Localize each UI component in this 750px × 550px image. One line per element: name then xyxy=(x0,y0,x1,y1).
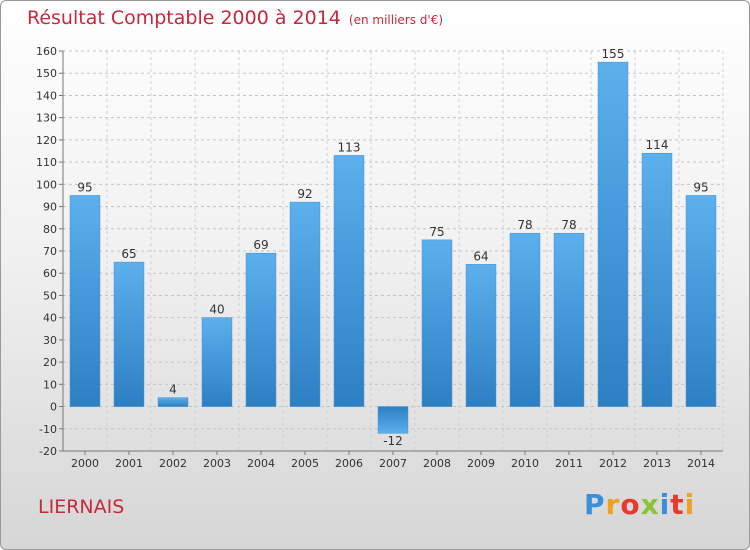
y-tick-label: 20 xyxy=(43,356,57,369)
logo-letter: i xyxy=(659,488,671,521)
y-tick-label: 70 xyxy=(43,245,57,258)
bar xyxy=(201,317,233,407)
x-tick-label: 2014 xyxy=(687,457,715,470)
bar-value-label: 95 xyxy=(693,180,708,194)
bar-value-label: 40 xyxy=(209,303,224,317)
y-tick-label: 50 xyxy=(43,289,57,302)
chart-title: Résultat Comptable 2000 à 2014 xyxy=(27,7,341,29)
bar xyxy=(157,397,189,407)
bar xyxy=(685,195,717,407)
bar-value-label: 78 xyxy=(561,218,576,232)
x-tick-label: 2009 xyxy=(467,457,495,470)
bar-value-label: 75 xyxy=(429,225,444,239)
x-tick-label: 2011 xyxy=(555,457,583,470)
bar-value-label: 95 xyxy=(77,180,92,194)
x-tick-label: 2000 xyxy=(71,457,99,470)
bar xyxy=(245,252,277,407)
x-tick-label: 2005 xyxy=(291,457,319,470)
bar xyxy=(421,239,453,407)
y-tick-label: 40 xyxy=(43,312,57,325)
proxiti-logo[interactable]: Proxiti xyxy=(584,488,695,521)
y-tick-label: 10 xyxy=(43,378,57,391)
logo-letter: o xyxy=(620,488,641,521)
x-tick-label: 2012 xyxy=(599,457,627,470)
x-tick-label: 2002 xyxy=(159,457,187,470)
chart-unit: (en milliers d'€) xyxy=(348,13,444,27)
y-tick-label: 160 xyxy=(36,45,57,58)
y-tick-label: 100 xyxy=(36,178,57,191)
x-tick-label: 2007 xyxy=(379,457,407,470)
bar xyxy=(113,261,145,407)
y-tick-label: -10 xyxy=(39,423,57,436)
x-tick-label: 2010 xyxy=(511,457,539,470)
bar xyxy=(465,264,497,407)
x-tick-label: 2008 xyxy=(423,457,451,470)
y-tick-label: 0 xyxy=(50,401,57,414)
bar-value-label: 78 xyxy=(517,218,532,232)
bar-value-label: 114 xyxy=(646,138,669,152)
y-tick-label: 30 xyxy=(43,334,57,347)
y-tick-label: 140 xyxy=(36,89,57,102)
logo-letter: x xyxy=(640,488,660,521)
bar-value-label: 155 xyxy=(602,47,625,61)
bar xyxy=(377,406,409,434)
bar xyxy=(69,195,101,407)
bar-value-label: 69 xyxy=(253,238,268,252)
bar xyxy=(553,232,585,407)
y-tick-label: 90 xyxy=(43,201,57,214)
bar-value-label: 65 xyxy=(121,247,136,261)
y-tick-label: 130 xyxy=(36,112,57,125)
x-tick-label: 2013 xyxy=(643,457,671,470)
bar xyxy=(289,201,321,407)
bar-value-label: 113 xyxy=(338,140,361,154)
bar xyxy=(333,155,365,407)
y-tick-label: -20 xyxy=(39,445,57,458)
x-tick-label: 2001 xyxy=(115,457,143,470)
bar-value-label: 4 xyxy=(169,383,177,397)
bar-value-label: 92 xyxy=(297,187,312,201)
y-tick-label: 120 xyxy=(36,134,57,147)
x-tick-label: 2004 xyxy=(247,457,275,470)
x-tick-label: 2003 xyxy=(203,457,231,470)
logo-letter: i xyxy=(684,488,696,521)
chart-header: Résultat Comptable 2000 à 2014 (en millie… xyxy=(27,7,443,29)
y-tick-label: 80 xyxy=(43,223,57,236)
y-tick-label: 60 xyxy=(43,267,57,280)
logo-letter: P xyxy=(584,488,606,521)
bar xyxy=(509,232,541,407)
logo-letter: t xyxy=(670,488,685,521)
x-tick-label: 2006 xyxy=(335,457,363,470)
y-tick-label: 110 xyxy=(36,156,57,169)
bar xyxy=(641,152,673,407)
commune-name: LIERNAIS xyxy=(38,496,125,518)
y-tick-label: 150 xyxy=(36,67,57,80)
logo-letter: r xyxy=(605,488,621,521)
bar-value-label: -12 xyxy=(383,434,403,448)
bar xyxy=(597,61,629,407)
bar-value-label: 64 xyxy=(473,249,488,263)
